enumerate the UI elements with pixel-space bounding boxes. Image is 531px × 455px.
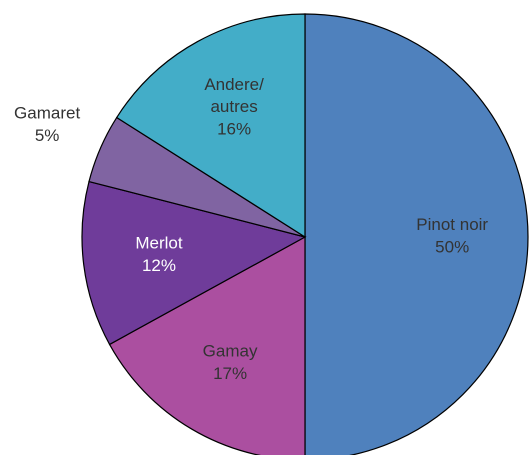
label-line: autres — [210, 98, 257, 117]
value-label: 5% — [35, 126, 60, 145]
slice-label: Gamay — [203, 342, 258, 361]
value-label: 12% — [142, 256, 176, 275]
slice-label: Andere/autres — [204, 76, 264, 117]
pie-slice — [115, 13, 306, 239]
label-line: Andere/ — [204, 76, 264, 95]
value-label: 50% — [435, 237, 469, 256]
label-line: Gamay — [203, 342, 258, 361]
value-label: 17% — [213, 364, 247, 383]
slice-label: Merlot — [135, 234, 183, 253]
pie-slice — [304, 13, 529, 455]
slice-label: Pinot noir — [416, 215, 488, 234]
slice-label: Gamaret — [14, 104, 80, 123]
value-label: 16% — [217, 120, 251, 139]
pie-slice — [108, 235, 306, 455]
label-line: Pinot noir — [416, 215, 488, 234]
label-line: Merlot — [135, 234, 183, 253]
pie-slice — [81, 180, 307, 346]
label-line: Gamaret — [14, 104, 80, 123]
